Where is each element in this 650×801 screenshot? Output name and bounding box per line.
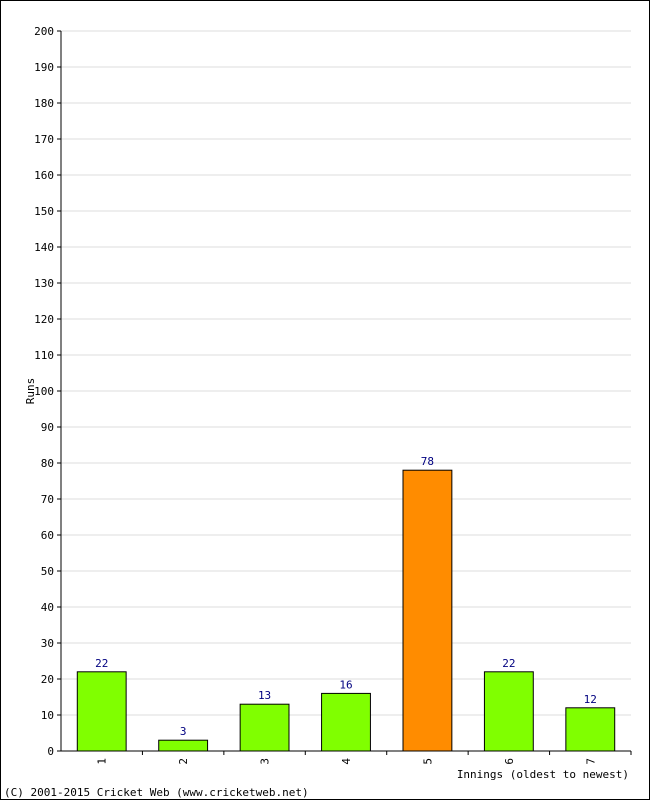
y-tick-label: 40	[41, 601, 54, 614]
bar-value-label: 22	[95, 657, 108, 670]
bar-4	[321, 692, 371, 752]
y-tick-label: 120	[34, 313, 54, 326]
y-tick-label: 190	[34, 61, 54, 74]
bar-6	[483, 671, 534, 752]
bar-1	[76, 671, 127, 752]
y-tick-label: 160	[34, 169, 54, 182]
bar-5	[402, 469, 453, 752]
x-tick-label: 1	[96, 758, 109, 765]
x-tick-label: 7	[584, 758, 597, 765]
bar-3	[239, 703, 290, 752]
y-tick-label: 70	[41, 493, 54, 506]
bar-value-label: 3	[180, 725, 187, 738]
bar-value-label: 16	[339, 678, 352, 691]
bar-7	[565, 707, 616, 752]
y-tick-label: 10	[41, 709, 54, 722]
x-tick-label: 5	[421, 758, 434, 765]
y-tick-label: 30	[41, 637, 54, 650]
copyright-footer: (C) 2001-2015 Cricket Web (www.cricketwe…	[4, 786, 309, 799]
bar-value-label: 13	[258, 689, 271, 702]
y-tick-label: 90	[41, 421, 54, 434]
y-tick-label: 150	[34, 205, 54, 218]
bar-value-label: 22	[502, 657, 515, 670]
y-tick-label: 50	[41, 565, 54, 578]
bar-2	[158, 739, 209, 752]
y-tick-label: 200	[34, 25, 54, 38]
y-tick-label: 110	[34, 349, 54, 362]
y-tick-label: 170	[34, 133, 54, 146]
y-tick-label: 100	[34, 385, 54, 398]
x-axis-title: Innings (oldest to newest)	[457, 768, 629, 781]
y-tick-label: 180	[34, 97, 54, 110]
y-tick-label: 60	[41, 529, 54, 542]
y-axis-ticks: 0 10 20 30 40 50 60 70 80 90 100 110 120 130 140 150 160…	[34, 25, 61, 758]
x-tick-label: 6	[503, 758, 516, 765]
x-tick-label: 3	[259, 758, 272, 765]
grid-lines	[61, 30, 631, 716]
x-axis-ticks: 1 2 3 4 5 6 7	[96, 751, 632, 765]
y-tick-label: 140	[34, 241, 54, 254]
bar-value-label: 78	[421, 455, 434, 468]
y-tick-label: 20	[41, 673, 54, 686]
y-axis-title: Runs	[24, 378, 37, 405]
y-tick-label: 80	[41, 457, 54, 470]
y-tick-label: 130	[34, 277, 54, 290]
x-tick-label: 2	[177, 758, 190, 765]
x-tick-label: 4	[340, 758, 353, 765]
y-tick-label: 0	[47, 745, 54, 758]
bar-value-label: 12	[584, 693, 597, 706]
bars: 22 3 13 16 78 22 12	[76, 455, 616, 752]
